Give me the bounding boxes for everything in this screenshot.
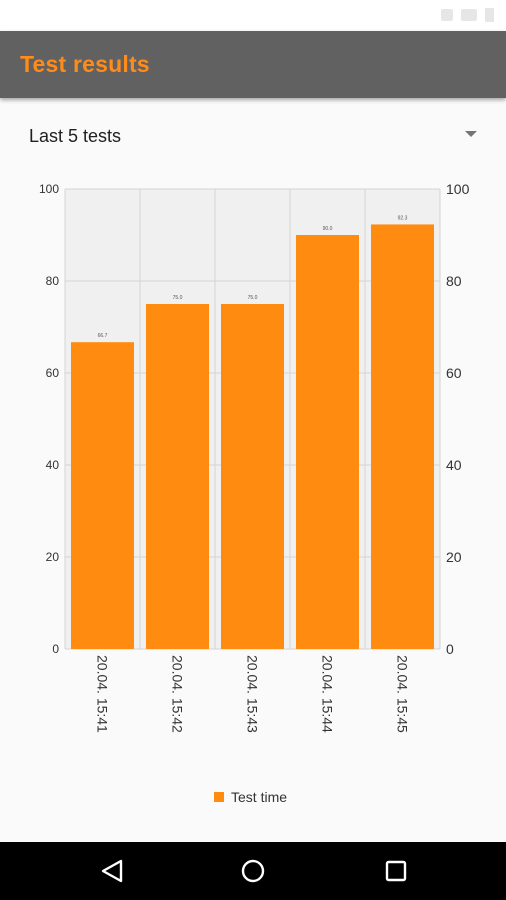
chart-legend: Test time xyxy=(214,789,287,805)
bar xyxy=(146,304,209,649)
bar-value-label: 66.7 xyxy=(98,333,108,339)
y-tick-left: 0 xyxy=(52,642,59,656)
bar xyxy=(221,304,284,649)
recents-square-icon[interactable] xyxy=(366,842,426,900)
x-axis: 20.04. 15:41 20.04. 15:42 20.04. 15:43 20.0… xyxy=(95,655,411,733)
bar-value-label: 75.0 xyxy=(173,295,183,301)
y-tick-left: 20 xyxy=(46,550,60,564)
x-tick-label: 20.04. 15:42 xyxy=(170,655,186,733)
y-tick-right: 20 xyxy=(446,549,462,565)
legend-swatch xyxy=(214,792,224,802)
y-axis-right: 0 20 40 60 80 100 xyxy=(446,181,470,657)
bar-value-label: 92.3 xyxy=(398,215,408,221)
legend-label: Test time xyxy=(231,789,288,805)
y-tick-right: 40 xyxy=(446,457,462,473)
y-axis-left: 0 20 40 60 80 100 xyxy=(39,182,59,656)
wifi-icon xyxy=(461,9,477,21)
x-tick-label: 20.04. 15:44 xyxy=(320,655,336,733)
bar-chart: 66.7 75.0 75.0 90.0 92.3 0 20 40 60 80 100 0 20 40 6… xyxy=(39,181,470,733)
bar xyxy=(71,342,134,649)
home-circle-icon[interactable] xyxy=(223,842,283,900)
bar-value-label: 90.0 xyxy=(323,226,333,232)
dropdown-selected-value: Last 5 tests xyxy=(29,126,122,146)
navigation-bar xyxy=(0,842,506,900)
page-title: Test results xyxy=(20,51,150,77)
y-tick-left: 100 xyxy=(39,182,59,196)
y-tick-left: 60 xyxy=(46,366,60,380)
data-labels: 66.7 75.0 75.0 90.0 92.3 xyxy=(98,215,408,339)
chevron-down-icon[interactable] xyxy=(465,131,477,137)
status-bar xyxy=(0,0,506,31)
bar xyxy=(296,235,359,649)
y-tick-left: 80 xyxy=(46,274,60,288)
y-tick-right: 60 xyxy=(446,365,462,381)
x-tick-label: 20.04. 15:43 xyxy=(245,655,261,733)
y-tick-right: 80 xyxy=(446,273,462,289)
bars xyxy=(71,224,434,650)
x-tick-label: 20.04. 15:45 xyxy=(395,655,411,733)
bar xyxy=(371,224,434,650)
bar-value-label: 75.0 xyxy=(248,295,258,301)
app-bar: Test results xyxy=(0,31,506,98)
y-tick-right: 0 xyxy=(446,641,454,657)
signal-icon xyxy=(441,9,453,21)
x-tick-label: 20.04. 15:41 xyxy=(95,655,111,733)
status-icons xyxy=(441,8,494,22)
battery-icon xyxy=(485,8,494,22)
y-tick-right: 100 xyxy=(446,181,470,197)
test-range-dropdown[interactable]: Last 5 tests xyxy=(0,110,506,162)
back-triangle-icon[interactable] xyxy=(82,842,142,900)
y-tick-left: 40 xyxy=(46,458,60,472)
